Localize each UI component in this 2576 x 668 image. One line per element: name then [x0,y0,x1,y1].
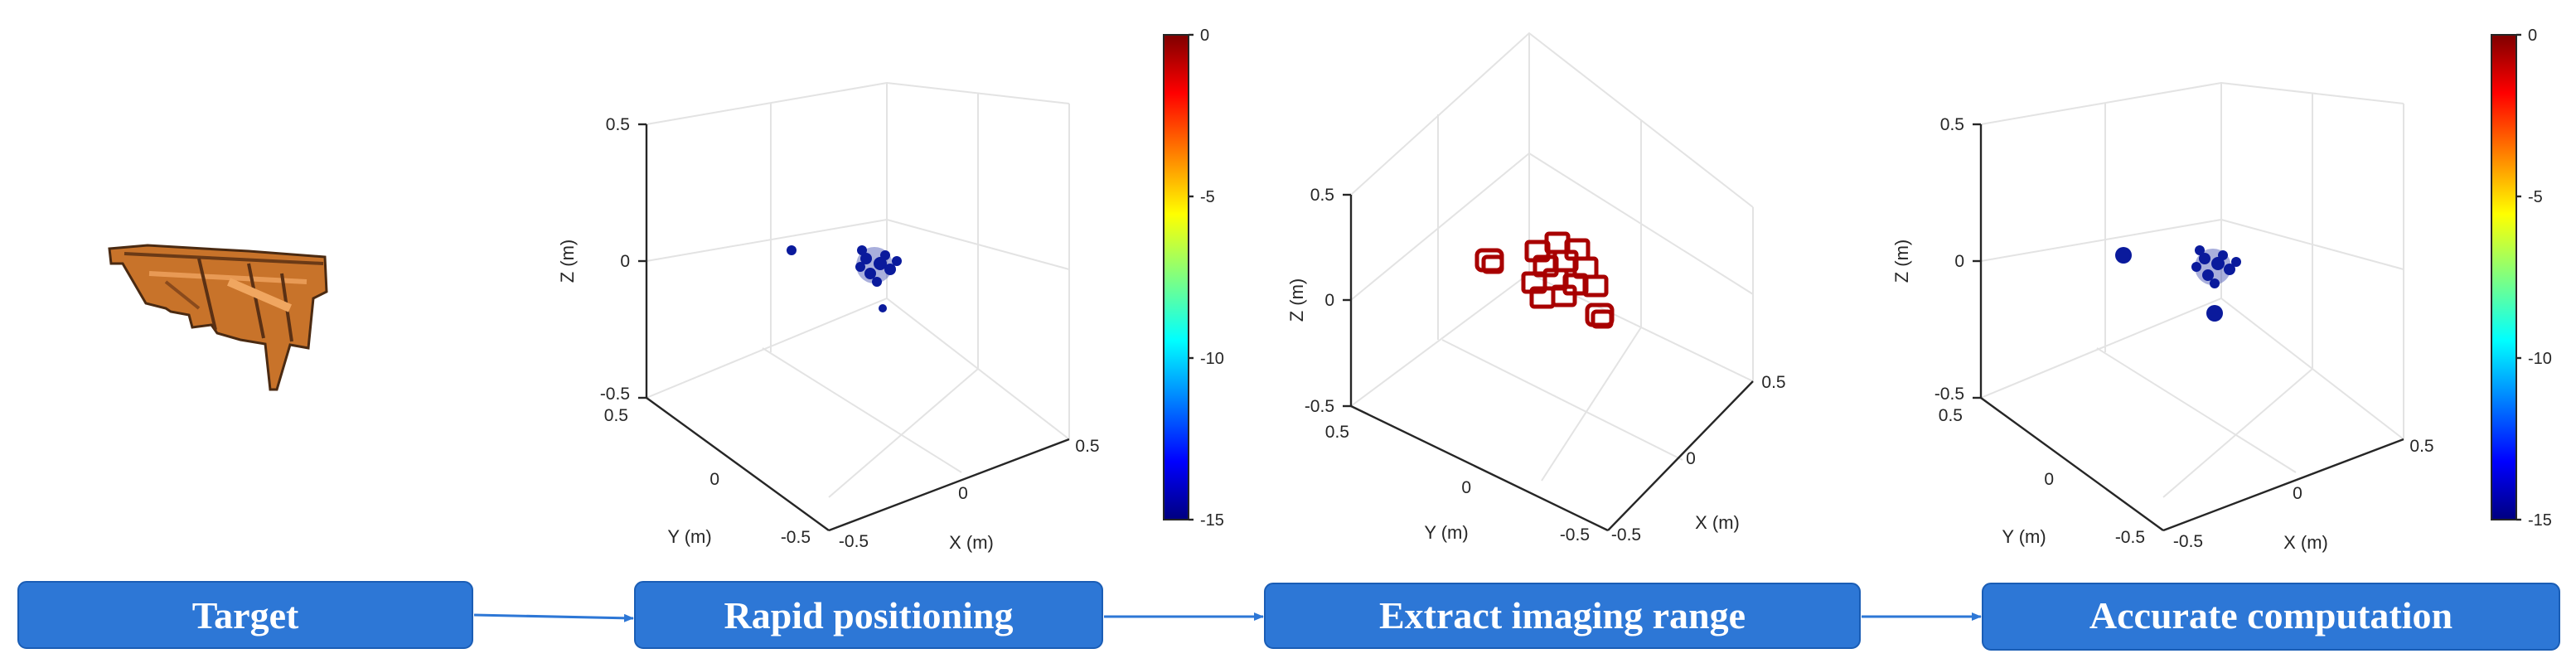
scatter-point [2211,257,2225,270]
x-tick-label: -0.5 [839,532,869,551]
imaging-range-cubes [1474,231,1615,329]
scatter-point [872,277,882,287]
z-axis-label: Z (m) [557,240,578,283]
x-tick-label: 0.5 [1075,437,1099,456]
scatter-point [2199,253,2210,264]
z-tick-label: 0.5 [1940,115,1964,134]
scatter-point [2218,250,2228,260]
colorbar-tick-label: -15 [2528,511,2552,530]
range-cube [1481,254,1504,274]
colorbar-tick-label: 0 [1200,27,1209,45]
scatter-point [884,264,896,275]
y-axis-label: Y (m) [1424,522,1468,543]
plot-axes [1343,193,1754,532]
scatter-point [880,250,890,260]
x-axis-label: X (m) [2283,532,2328,553]
scatter-point [855,262,865,272]
y-tick-label: 0.5 [604,406,628,425]
z-tick-label: 0 [1324,291,1334,310]
scatter-point [2202,269,2214,281]
x-axis-label: X (m) [949,532,994,553]
range-cube [1474,248,1504,273]
x-tick-label: 0 [1686,449,1696,468]
z-axis-label: Z (m) [1891,240,1912,283]
stage-label: Target [192,594,299,637]
plot-axes [638,123,1070,532]
colorbar-tick-label: -5 [2528,188,2543,206]
x-axis-label: X (m) [1695,512,1740,533]
z-tick-label: -0.5 [1934,385,1964,404]
x-tick-label: 0 [958,484,968,503]
stage-label: Extract imaging range [1379,594,1746,637]
scatter-point [2224,264,2235,275]
scatter-point [2210,278,2220,288]
point-cluster [787,245,902,312]
x-tick-label: 0.5 [2409,437,2433,456]
x-tick-label: 0 [2293,484,2302,503]
range-cube [1591,309,1614,329]
y-axis-label: Y (m) [2002,526,2046,547]
y-tick-label: 0 [1461,478,1471,497]
x-tick-label: -0.5 [1611,525,1641,545]
z-tick-label: 0.5 [606,115,630,134]
stage-box-accurate-computation: Accurate computation [1982,583,2560,651]
plot-axes [1973,123,2404,532]
point-cluster [2115,245,2241,322]
scatter-point [2231,257,2241,267]
colorbar-tick-label: -15 [1200,511,1224,530]
rapid-positioning-plot: 0.5 0 -0.5 Z (m) 0.5 0 -0.5 Y (m) -0.5 0… [557,27,1224,553]
scatter-point [2195,245,2205,255]
colorbar-tick-label: -5 [1200,188,1215,206]
y-tick-label: 0 [709,470,719,489]
scatter-point [874,257,887,270]
scatter-point [2191,262,2201,272]
extract-range-plot: 0.5 0 -0.5 Z (m) 0.5 0 -0.5 Y (m) -0.5 0… [1286,31,1786,545]
range-cube [1551,284,1577,307]
colorbar-tick-label: -10 [2528,350,2552,368]
stage-label: Rapid positioning [724,594,1014,637]
z-tick-label: -0.5 [1305,397,1334,416]
scatter-point [857,245,867,255]
z-tick-label: -0.5 [600,385,630,404]
colorbar-tick-label: 0 [2528,27,2537,45]
stage-box-target: Target [17,581,473,649]
stage-box-extract-imaging-range: Extract imaging range [1264,583,1861,649]
y-tick-label: 0.5 [1939,406,1963,425]
plot-grid [646,81,1070,498]
colorbar: 0 -5 -10 -15 [1163,27,1224,530]
plot-grid [1980,81,2404,498]
z-tick-label: 0 [620,252,630,271]
colorbar-gradient [1163,34,1189,520]
z-axis-label: Z (m) [1286,278,1307,322]
colorbar-gradient [2491,34,2517,520]
x-tick-label: -0.5 [2173,532,2203,551]
target-aircraft-image [108,244,328,391]
y-tick-label: -0.5 [1560,525,1590,545]
stage-box-rapid-positioning: Rapid positioning [634,581,1103,649]
scatter-point [2206,305,2223,322]
flow-arrow [473,613,634,622]
scatter-point [2115,247,2132,264]
scatter-point [860,253,872,264]
y-tick-label: 0.5 [1325,423,1349,442]
y-tick-label: 0 [2044,470,2054,489]
stage-label: Accurate computation [2089,594,2453,637]
y-tick-label: -0.5 [2115,528,2145,547]
accurate-computation-plot: 0.5 0 -0.5 Z (m) 0.5 0 -0.5 Y (m) -0.5 0… [1891,27,2552,553]
colorbar: 0 -5 -10 -15 [2491,27,2552,530]
scatter-point [864,268,876,279]
scatter-point [879,304,887,312]
x-tick-label: 0.5 [1761,373,1785,392]
scatter-point [892,256,902,266]
y-tick-label: -0.5 [781,528,811,547]
z-tick-label: 0.5 [1310,186,1334,205]
z-tick-label: 0 [1954,252,1964,271]
scatter-point [787,245,797,255]
flow-arrows [473,612,1982,622]
colorbar-tick-label: -10 [1200,350,1224,368]
range-cube [1582,274,1609,298]
y-axis-label: Y (m) [667,526,711,547]
